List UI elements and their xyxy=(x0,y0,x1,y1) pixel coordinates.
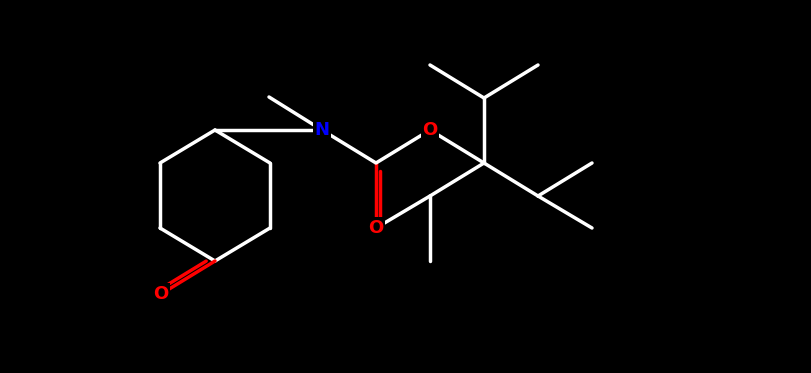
Text: O: O xyxy=(153,285,169,303)
Text: O: O xyxy=(422,121,437,139)
Text: O: O xyxy=(368,219,383,237)
Text: N: N xyxy=(314,121,329,139)
